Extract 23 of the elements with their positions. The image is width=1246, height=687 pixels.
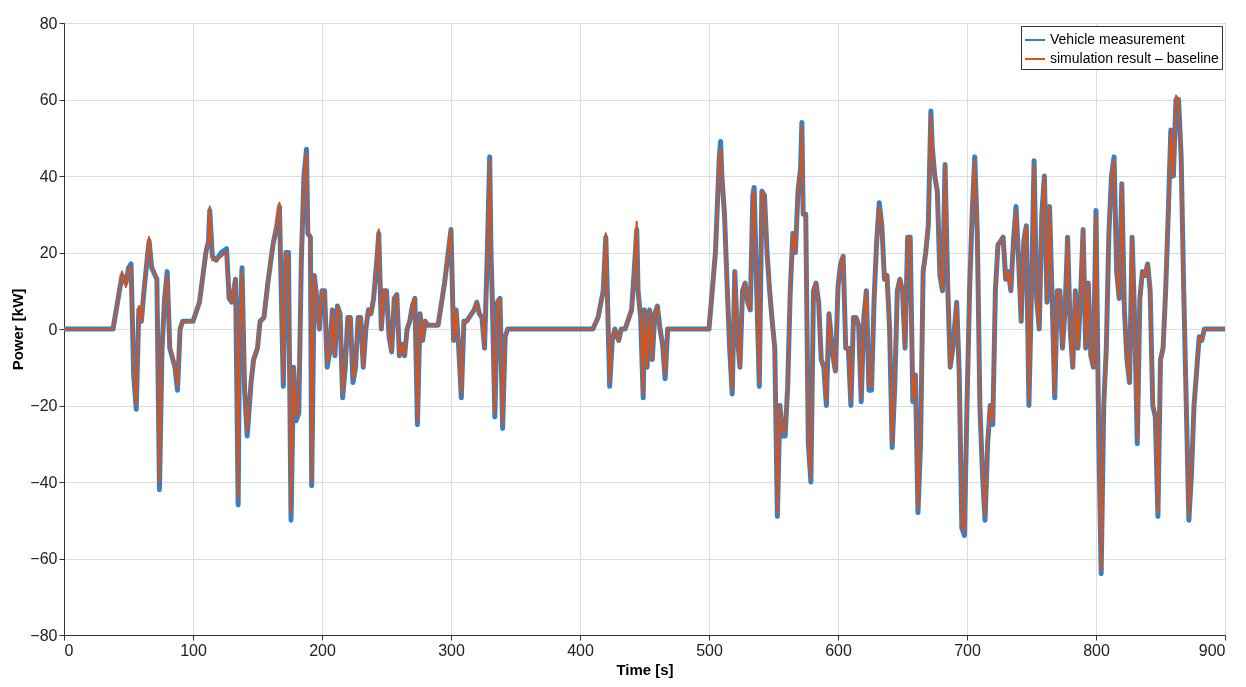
x-tick-label: 900 [1198,641,1226,659]
x-tick-label: 0 [64,641,74,659]
y-tick-label: 80 [39,14,58,32]
y-tick-label: −80 [30,626,58,644]
x-tick-label: 600 [825,641,852,659]
x-tick-label: 700 [954,641,981,659]
x-tick-label: 100 [180,641,207,659]
y-tick-label: 0 [48,320,58,338]
y-tick-label: −40 [30,473,58,491]
legend-label: Vehicle measurement [1050,31,1185,47]
x-axis-title: Time [s] [616,660,674,678]
x-tick-label: 200 [309,641,336,659]
y-axis-title: Power [kW] [9,288,27,371]
y-tick-label: −20 [30,397,58,414]
y-tick-label: 60 [39,91,58,108]
y-tick-label: 40 [39,167,58,185]
y-tick-label: 20 [39,244,58,261]
x-tick-label: 500 [696,641,723,659]
x-tick-label: 800 [1083,641,1110,659]
legend-label: simulation result – baseline [1050,50,1220,66]
x-tick-label: 400 [567,641,594,659]
y-tick-label: −60 [30,550,58,567]
x-tick-label: 300 [438,641,465,659]
